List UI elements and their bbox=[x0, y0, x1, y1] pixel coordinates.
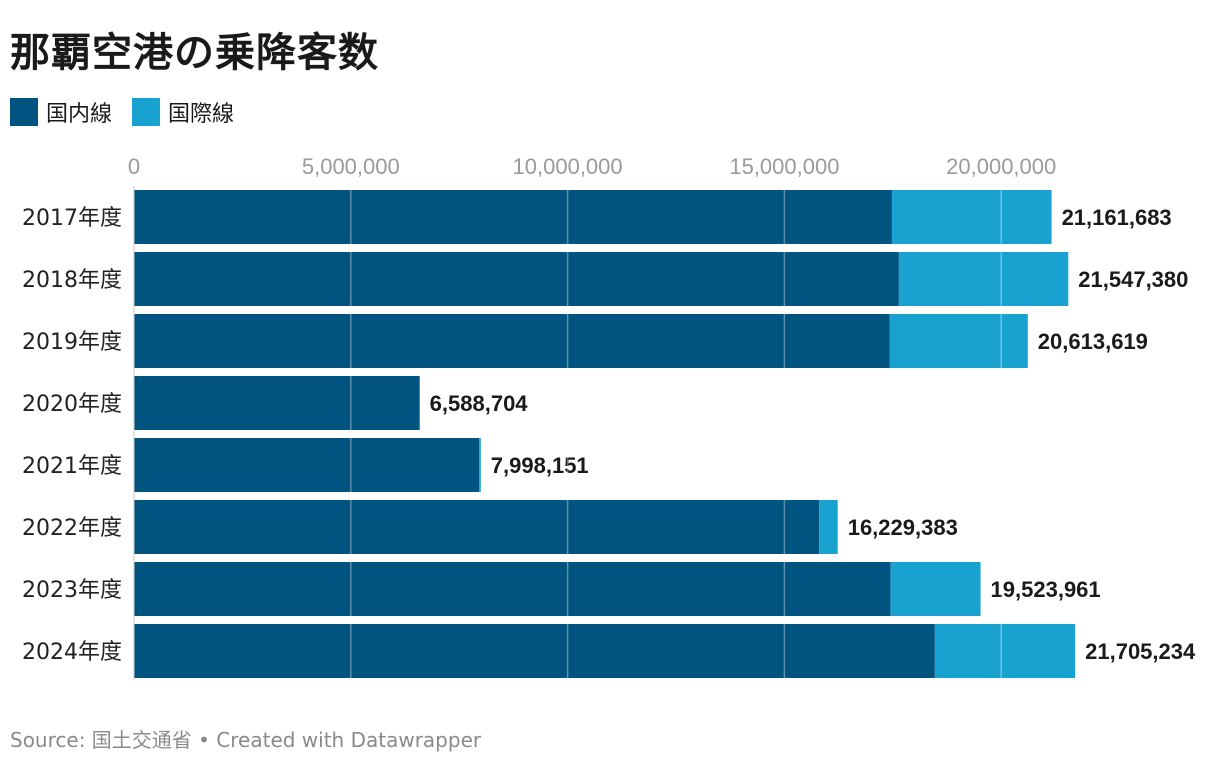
category-label: 2023年度 bbox=[22, 578, 122, 603]
total-data-label: 6,588,704 bbox=[430, 391, 529, 416]
legend: 国内線 国際線 bbox=[10, 96, 254, 128]
bar-international bbox=[890, 562, 981, 616]
legend-swatch-domestic bbox=[10, 98, 38, 126]
bar-domestic bbox=[134, 624, 935, 678]
x-tick-label: 20,000,000 bbox=[946, 154, 1056, 179]
total-data-label: 16,229,383 bbox=[848, 515, 958, 540]
category-label: 2017年度 bbox=[22, 206, 122, 231]
legend-item-international: 国際線 bbox=[132, 96, 234, 128]
bar-domestic bbox=[134, 252, 899, 306]
total-data-label: 7,998,151 bbox=[491, 453, 589, 478]
bar-international bbox=[898, 252, 1069, 306]
bar-domestic bbox=[134, 190, 892, 244]
total-data-label: 20,613,619 bbox=[1038, 329, 1148, 354]
bar-international bbox=[479, 438, 481, 492]
legend-swatch-international bbox=[132, 98, 161, 126]
total-data-label: 21,547,380 bbox=[1078, 267, 1188, 292]
bar-international bbox=[889, 314, 1028, 368]
x-tick-label: 10,000,000 bbox=[513, 154, 623, 179]
x-tick-label: 5,000,000 bbox=[302, 154, 400, 179]
total-data-label: 19,523,961 bbox=[991, 577, 1101, 602]
category-label: 2019年度 bbox=[22, 330, 122, 355]
source-note: Source: 国土交通省 • Created with Datawrapper bbox=[10, 728, 482, 752]
x-tick-label: 0 bbox=[128, 154, 140, 179]
category-label: 2020年度 bbox=[22, 392, 122, 417]
category-label: 2024年度 bbox=[22, 640, 122, 665]
chart-title: 那覇空港の乗降客数 bbox=[10, 30, 379, 76]
legend-item-domestic: 国内線 bbox=[10, 96, 112, 128]
total-data-label: 21,161,683 bbox=[1062, 205, 1172, 230]
legend-label-international: 国際線 bbox=[168, 102, 235, 127]
bar-chart: 0 5,000,000 10,000,000 15,000,000 20,000,000… bbox=[22, 154, 1196, 680]
bar-domestic bbox=[134, 500, 820, 554]
bar-domestic bbox=[134, 376, 420, 430]
x-tick-label: 15,000,000 bbox=[729, 154, 839, 179]
bar-international bbox=[891, 190, 1052, 244]
legend-label-domestic: 国内線 bbox=[46, 102, 113, 127]
bar-domestic bbox=[134, 562, 891, 616]
bar-international bbox=[934, 624, 1076, 678]
category-label: 2018年度 bbox=[22, 268, 122, 293]
bar-domestic bbox=[134, 314, 890, 368]
bar-international bbox=[819, 500, 838, 554]
bar-domestic bbox=[134, 438, 480, 492]
category-label: 2022年度 bbox=[22, 516, 122, 541]
total-data-label: 21,705,234 bbox=[1085, 639, 1196, 664]
category-label: 2021年度 bbox=[22, 454, 122, 479]
